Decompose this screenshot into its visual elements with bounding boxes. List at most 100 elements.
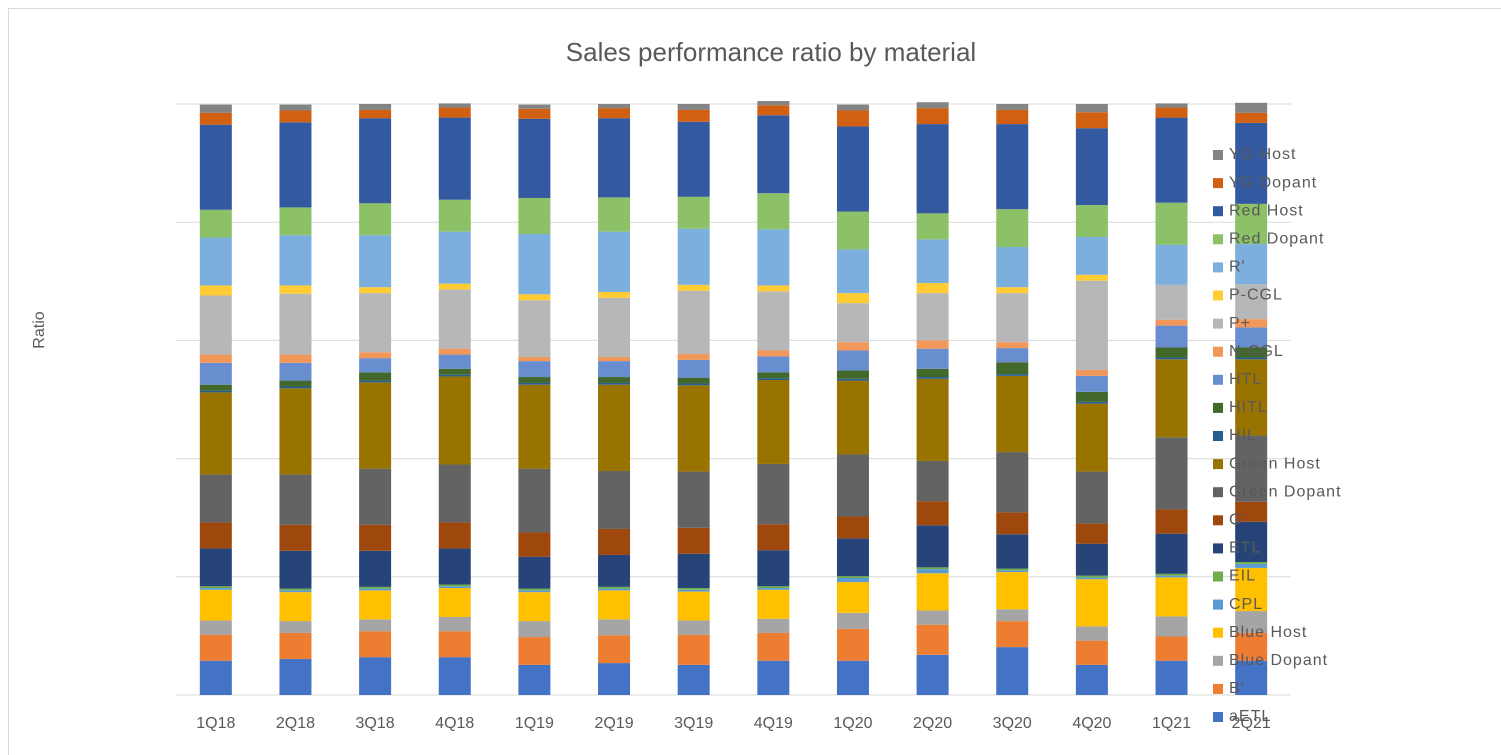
bar-segment [598,586,631,589]
bar-segment [598,619,631,636]
x-tick-label: 1Q19 [515,715,554,732]
bar-segment [1155,437,1188,510]
bar-segment [836,104,869,111]
bar-segment [836,378,869,381]
bar-segment [438,522,471,549]
bar-segment [359,358,392,373]
legend-swatch [1213,206,1223,217]
legend-label: P-CGL [1229,287,1283,304]
legend-label: Red Dopant [1229,231,1324,248]
bar-segment [996,452,1029,513]
bar-segment [359,619,392,632]
bar-segment [1075,579,1108,627]
bar-segment [199,634,232,661]
bar-segment [279,590,312,593]
bar-segment [359,657,392,695]
bar-segment [836,303,869,343]
bar-segment [1155,325,1188,348]
bar-segment [677,104,710,110]
bar-segment [279,235,312,286]
bar-segment [199,285,232,296]
bar-segment [677,383,710,386]
bar-segment [199,295,232,355]
bar-segment [916,378,949,461]
bar-segment [1155,103,1188,108]
bar-segment [438,354,471,369]
bar-segment [438,117,471,200]
y-axis-label: Ratio [31,311,48,348]
legend-swatch [1213,290,1223,301]
bar-segment [1155,357,1188,360]
bar-segment [598,231,631,292]
bar-segment [1155,284,1188,320]
bar-segment [757,660,790,695]
bar-segment [518,588,551,591]
bar-segment [518,637,551,665]
bar-segment [438,584,471,587]
bar-segment [677,109,710,122]
bar-segment [916,460,949,502]
legend-swatch [1213,234,1223,245]
legend-label: Green Dopant [1229,483,1342,500]
bar-segment [996,570,1029,573]
bar-segment [438,374,471,377]
bar-segment [996,109,1029,125]
bar-segment [996,609,1029,622]
bar-segment [916,340,949,349]
bar-segment [916,102,949,109]
bar-segment [757,350,790,357]
legend-swatch [1213,712,1223,722]
bar-segment [518,104,551,109]
bar-segment [1155,202,1188,245]
legend-label: CPL [1229,596,1263,613]
bar-segment [916,624,949,655]
bar-segment [199,354,232,363]
bar-segment [199,209,232,238]
bar-segment [279,621,312,633]
legend-swatch [1213,178,1223,189]
legend-label: B' [1229,680,1245,697]
legend-label: HTL [1229,371,1262,388]
bar-segment [1235,357,1268,360]
bar-segment [757,291,790,351]
bar-segment [757,589,790,619]
bar-segment [677,196,710,229]
bar-segment [438,548,471,585]
bar-segment [1075,640,1108,665]
bar-segment [1155,509,1188,534]
bar-segment [438,464,471,523]
bar-segment [1155,244,1188,285]
bar-segment [996,348,1029,363]
bar-segment [279,207,312,236]
bar-segment [1235,284,1268,320]
bar-segment [359,382,392,469]
bar-segment [677,664,710,695]
bar-segment [1235,567,1268,612]
x-tick-label: 2Q21 [1232,715,1271,732]
bar-segment [836,660,869,695]
bar-segment [279,550,312,589]
bar-segment [279,380,312,387]
bar-segment [1075,280,1108,370]
x-tick-label: 1Q18 [196,715,235,732]
bar-segment [996,621,1029,648]
bar-segment [836,293,869,304]
bar-segment [598,663,631,695]
bar-segment [598,291,631,298]
bar-segment [1075,577,1108,580]
bar-segment [677,471,710,528]
bar-segment [677,527,710,554]
bar-segment [1075,369,1108,376]
legend-swatch [1213,571,1223,582]
bar-segment [916,525,949,568]
legend-label: G' [1229,512,1247,529]
bar-segment [518,590,551,593]
bar-segment [438,588,471,617]
bar-segment [1075,205,1108,237]
bar-segment [279,386,312,389]
bar-segment [359,590,392,620]
bar-segment [1235,660,1268,695]
bar-segment [199,384,232,391]
bar-segment [1075,128,1108,206]
bar-segment [1075,664,1108,695]
